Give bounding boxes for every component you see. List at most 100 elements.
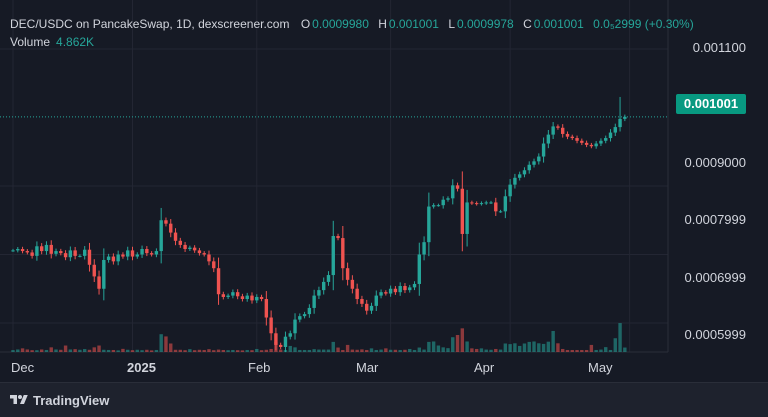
candle-body <box>546 134 551 144</box>
volume-bar <box>130 350 135 352</box>
candle-body <box>20 249 25 252</box>
legend-volume-value: 4.862K <box>56 35 95 49</box>
price-chart[interactable] <box>0 0 768 382</box>
legend-close-value: 0.001001 <box>533 17 584 31</box>
candle-body <box>30 252 34 256</box>
volume-bar <box>470 348 474 352</box>
candle-body <box>341 238 345 269</box>
volume-bar <box>317 349 321 352</box>
volume-bar <box>159 334 163 352</box>
candle-body <box>527 164 531 171</box>
volume-bar <box>178 349 182 352</box>
y-tick-label: 0.0009000 <box>684 155 746 170</box>
tradingview-brand[interactable]: TradingView <box>33 393 110 408</box>
volume-bar <box>231 349 235 352</box>
candle-body <box>484 202 488 204</box>
candle-body <box>350 279 355 289</box>
y-tick-label: 0.0005999 <box>684 327 746 342</box>
candle-body <box>594 143 598 147</box>
candle-body <box>575 138 579 141</box>
candle-body <box>78 255 82 257</box>
legend-low-label: L <box>448 17 455 31</box>
y-tick-label: 0.0007999 <box>684 212 746 227</box>
volume-bar <box>355 349 359 352</box>
volume-bar <box>570 349 574 352</box>
candle-body <box>336 236 340 239</box>
candle-body <box>207 254 211 262</box>
volume-bar <box>235 350 240 352</box>
footer-bar: TradingView <box>0 382 768 417</box>
candle-body <box>532 161 536 165</box>
volume-bar <box>121 348 125 352</box>
candle-body <box>460 188 465 234</box>
volume-bar <box>436 345 441 352</box>
candle-body <box>183 244 187 250</box>
candle-body <box>431 205 436 207</box>
volume-bar <box>484 349 488 352</box>
legend-close-label: C <box>523 17 532 31</box>
volume-bar <box>221 349 226 352</box>
volume-bar <box>188 349 192 352</box>
volume-bar <box>216 349 221 352</box>
volume-bar <box>594 349 598 352</box>
candle-body <box>164 220 168 224</box>
candle-body <box>92 264 96 277</box>
legend-pair: DEC/USDC on PancakeSwap, 1D, dexscreener… <box>10 17 290 31</box>
volume-bar <box>78 349 82 352</box>
candle-body <box>106 256 111 260</box>
volume-bar <box>149 350 154 352</box>
candle-body <box>130 250 135 257</box>
volume-bar <box>126 349 130 352</box>
candle-body <box>159 220 163 252</box>
candle-body <box>135 254 139 257</box>
candle-body <box>192 247 197 251</box>
candle-body <box>522 170 527 175</box>
volume-bar <box>623 347 627 352</box>
volume-bar <box>451 337 455 352</box>
candle-body <box>49 244 53 254</box>
x-tick-label: May <box>588 360 613 375</box>
volume-bar <box>202 349 206 352</box>
volume-bar <box>192 350 197 352</box>
volume-bar <box>527 341 531 352</box>
volume-bar <box>226 350 230 352</box>
volume-bar <box>173 349 178 352</box>
candle-body <box>298 316 302 320</box>
candle-body <box>465 202 469 234</box>
candle-body <box>121 254 125 257</box>
volume-bar <box>498 349 503 352</box>
candle-body <box>379 292 383 296</box>
candle-body <box>369 305 374 311</box>
candle-body <box>345 268 350 280</box>
volume-bar <box>369 348 374 352</box>
candle-body <box>584 142 589 145</box>
volume-bar <box>412 349 417 352</box>
volume-bar <box>427 341 431 352</box>
volume-bar <box>73 349 77 352</box>
tradingview-logo-icon[interactable] <box>10 393 28 407</box>
volume-bar <box>39 349 44 352</box>
volume-bar <box>508 344 512 352</box>
candle-body <box>474 203 479 205</box>
candle-body <box>494 202 498 212</box>
volume-bar <box>298 349 302 352</box>
volume-bar <box>541 343 546 352</box>
volume-bar <box>312 349 316 352</box>
candle-body <box>412 283 417 288</box>
volume-bar <box>322 349 326 352</box>
candle-body <box>63 253 68 258</box>
volume-bar <box>35 350 39 352</box>
candle-body <box>393 288 398 293</box>
volume-bar <box>293 347 297 352</box>
candle-body <box>178 240 182 245</box>
volume-bar <box>30 350 34 352</box>
candle-body <box>154 251 159 255</box>
candle-body <box>422 242 426 255</box>
candle-body <box>589 144 594 147</box>
volume-bar <box>388 349 393 352</box>
candle-body <box>551 126 555 135</box>
volume-bar <box>49 347 53 352</box>
candle-body <box>283 336 288 347</box>
volume-bar <box>580 349 584 352</box>
